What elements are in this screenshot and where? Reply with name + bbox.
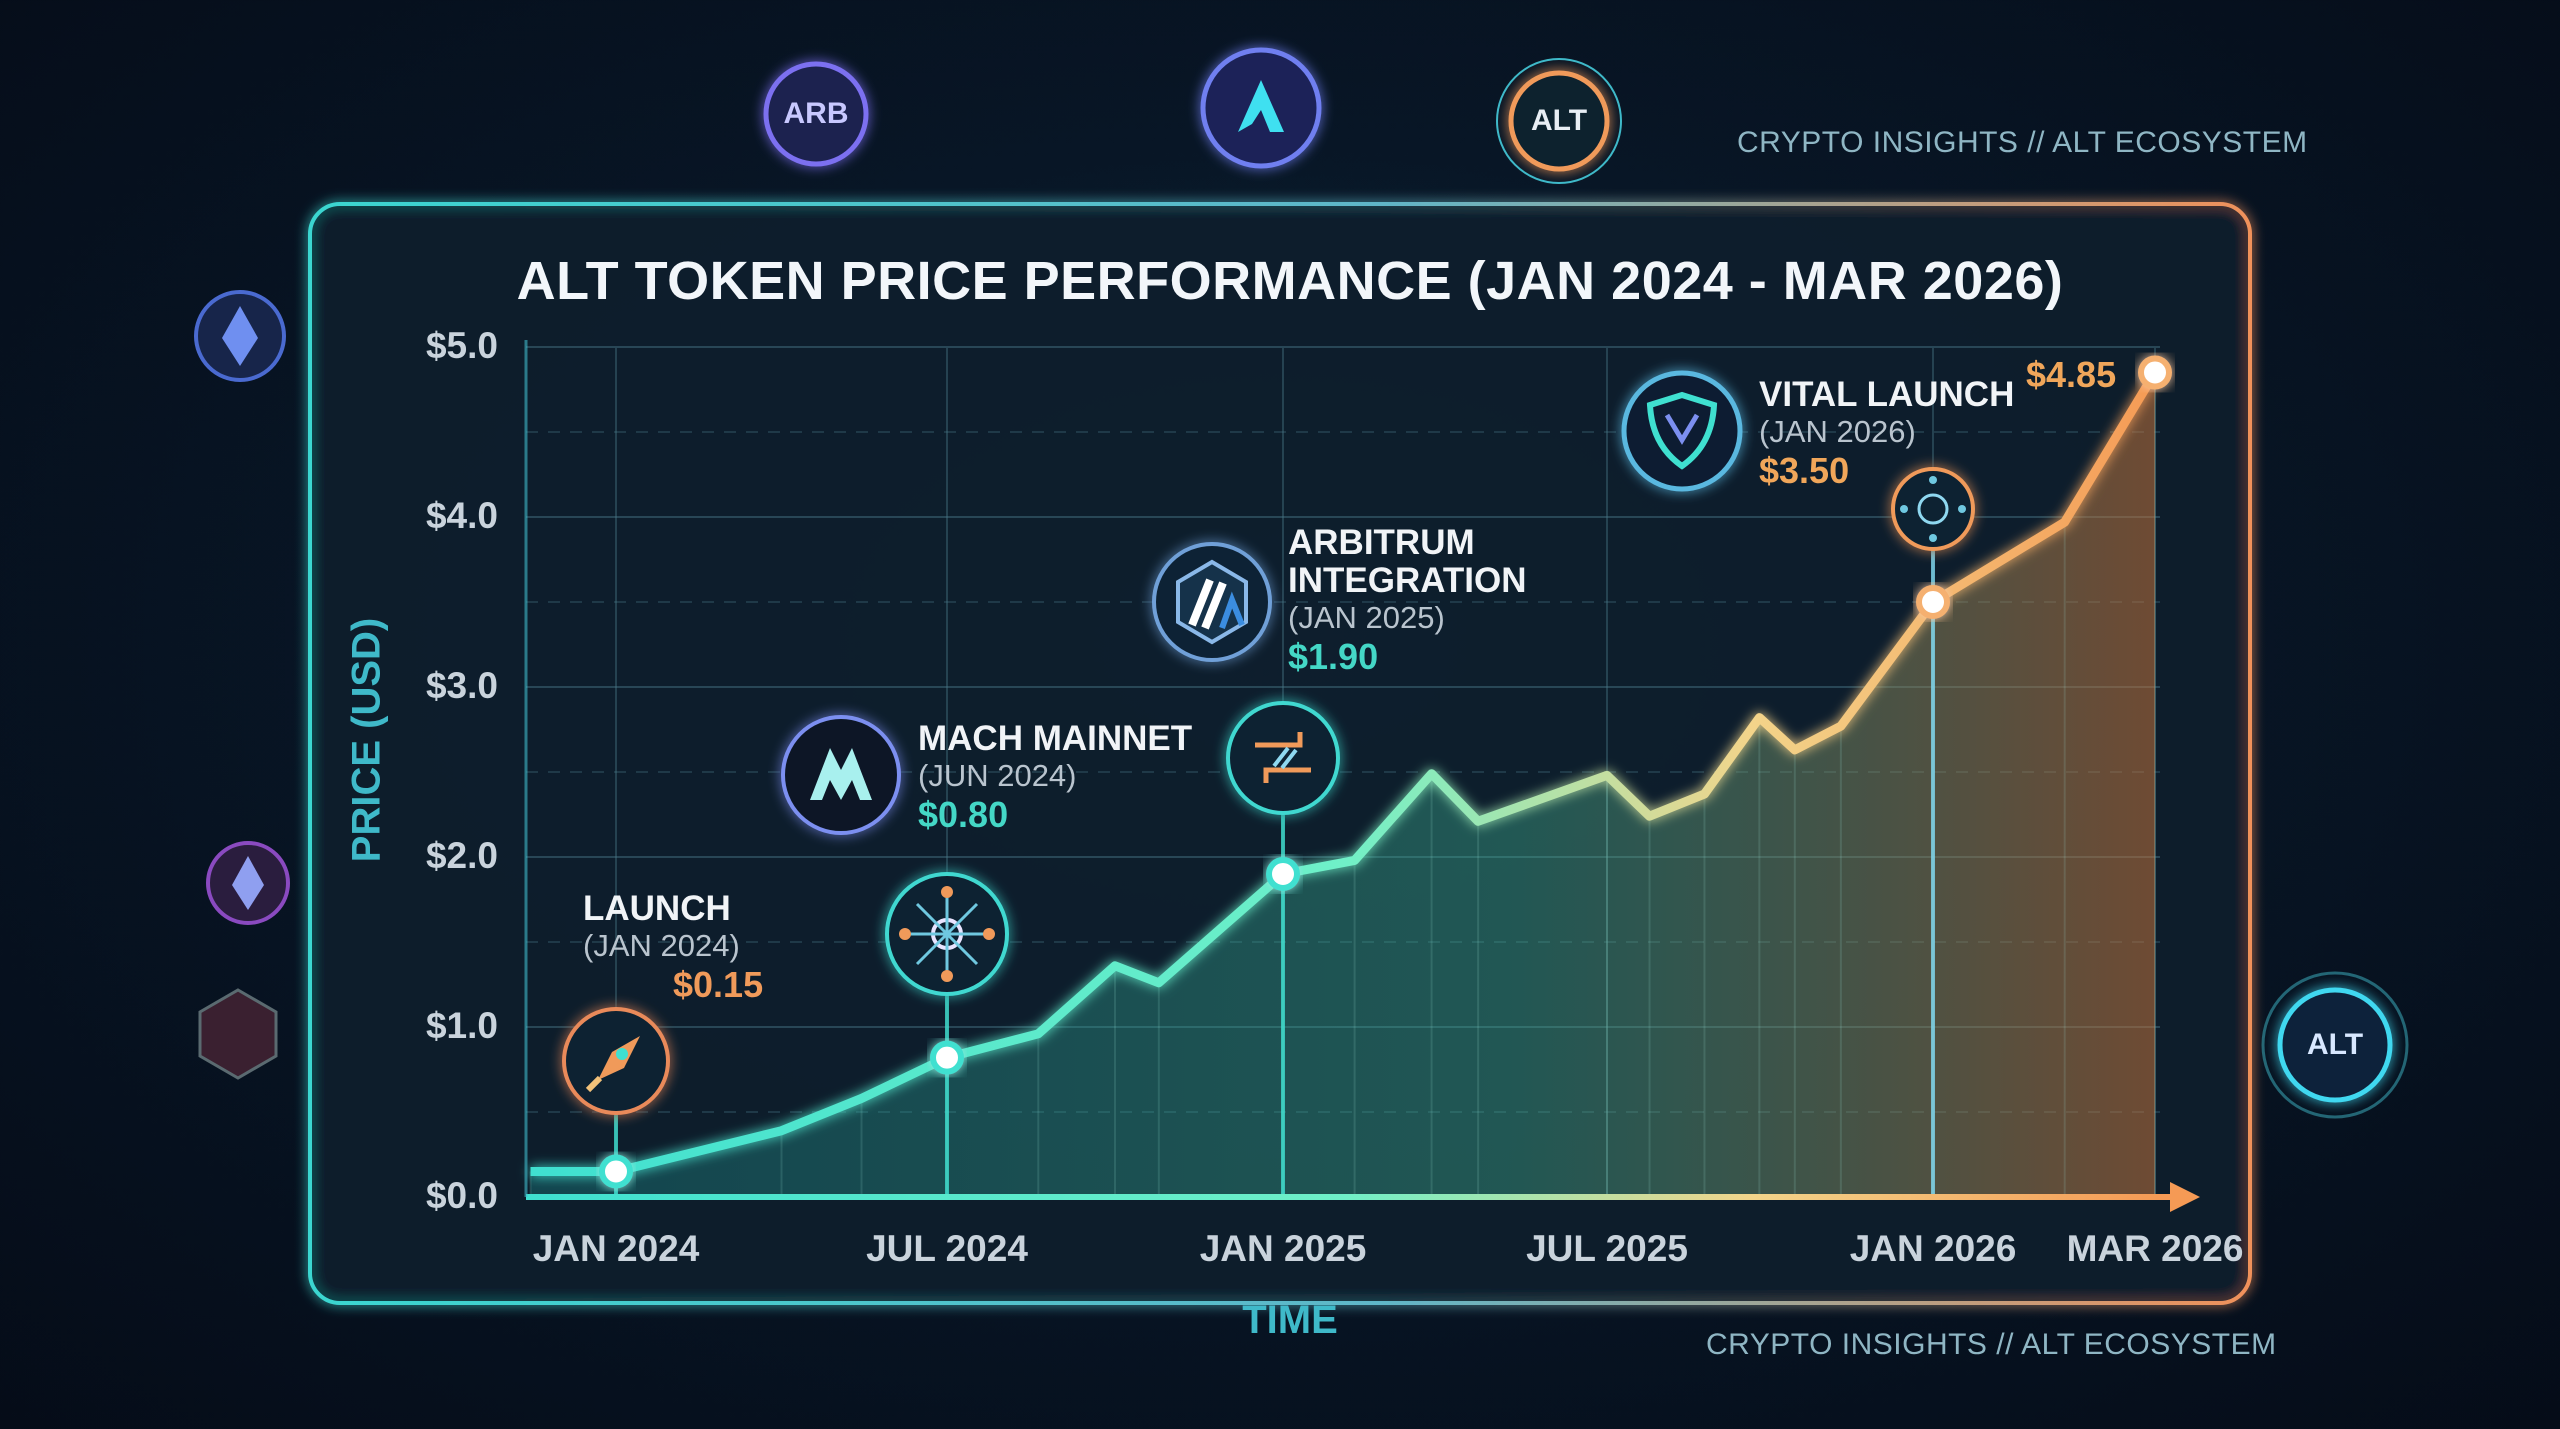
annotation-title: ARBITRUM	[1288, 523, 1475, 562]
annotation-date: (JAN 2026)	[1759, 414, 1916, 449]
y-tick-label: $1.0	[425, 1005, 498, 1046]
annotation-title: LAUNCH	[583, 889, 731, 928]
node-icon	[1891, 467, 1975, 551]
annotation-arbitrum: ARBITRUM INTEGRATION (JAN 2025) $1.90	[1288, 524, 1527, 678]
y-tick-label: $3.0	[425, 665, 498, 706]
hexagon-icon	[198, 988, 278, 1080]
x-axis-label: TIME	[1242, 1298, 1338, 1342]
annotation-title: INTEGRATION	[1288, 561, 1527, 600]
y-tick-label: $2.0	[425, 835, 498, 876]
mach-logo-icon	[781, 715, 901, 835]
x-tick-label: JAN 2026	[1849, 1228, 2017, 1269]
annotation-title: VITAL LAUNCH	[1759, 375, 2015, 414]
data-point	[930, 1040, 964, 1075]
rocket-icon	[562, 1007, 670, 1115]
annotation-price: $0.80	[918, 794, 1009, 835]
alt-right-badge-label: ALT	[2306, 1028, 2364, 1061]
alt-right-badge-icon	[2261, 971, 2409, 1119]
x-tick-label: JAN 2024	[532, 1228, 700, 1269]
alt-top-badge-icon	[1496, 58, 1622, 184]
y-tick-label: $5.0	[425, 325, 498, 366]
annotation-date: (JAN 2025)	[1288, 600, 1445, 635]
swap-icon	[1226, 701, 1340, 815]
data-point	[2138, 355, 2172, 390]
arb-badge-label: ARB	[783, 97, 849, 130]
x-axis-arrow-icon	[2170, 1182, 2200, 1212]
alt-top-badge-label: ALT	[1530, 104, 1588, 137]
y-tick-label: $0.0	[425, 1175, 498, 1216]
annotation-title: MACH MAINNET	[918, 719, 1193, 758]
network-icon	[885, 872, 1009, 996]
annotation-price: $1.90	[1288, 636, 1379, 677]
data-points	[599, 355, 2172, 1189]
shield-logo-icon	[1621, 370, 1743, 492]
ethereum-icon	[194, 290, 286, 382]
y-tick-label: $4.0	[425, 495, 498, 536]
a-logo-badge-icon	[1200, 47, 1322, 169]
x-tick-label: JAN 2025	[1199, 1228, 1367, 1269]
annotation-price: $3.50	[1759, 450, 1850, 491]
x-tick-label: JUL 2025	[1526, 1228, 1688, 1269]
end-price-label: $4.85	[2026, 354, 2117, 395]
annotation-date: (JAN 2024)	[583, 928, 740, 963]
data-point	[1266, 857, 1300, 891]
price-area-fill	[530, 372, 2155, 1197]
price-line	[530, 370, 2159, 1176]
data-point	[1916, 585, 1950, 619]
annotation-mach-mainnet: MACH MAINNET (JUN 2024) $0.80	[918, 720, 1192, 836]
arbitrum-logo-icon	[1152, 542, 1272, 662]
brand-top: CRYPTO INSIGHTS // ALT ECOSYSTEM	[1737, 126, 2308, 159]
x-tick-label: JUL 2024	[866, 1228, 1028, 1269]
annotation-price: $0.15	[673, 964, 764, 1005]
arb-badge-icon	[763, 61, 869, 167]
chart-title: ALT TOKEN PRICE PERFORMANCE (JAN 2024 - …	[516, 251, 2064, 311]
x-tick-label: MAR 2026	[2066, 1228, 2244, 1269]
brand-bottom: CRYPTO INSIGHTS // ALT ECOSYSTEM	[1706, 1328, 2277, 1361]
y-axis-label: PRICE (USD)	[344, 617, 389, 863]
ethereum-icon	[206, 841, 290, 925]
annotation-launch: LAUNCH (JAN 2024) $0.15	[583, 890, 763, 1006]
data-point	[599, 1154, 633, 1189]
annotation-vital-launch: VITAL LAUNCH (JAN 2026) $3.50	[1759, 376, 2014, 492]
annotation-date: (JUN 2024)	[918, 758, 1077, 793]
